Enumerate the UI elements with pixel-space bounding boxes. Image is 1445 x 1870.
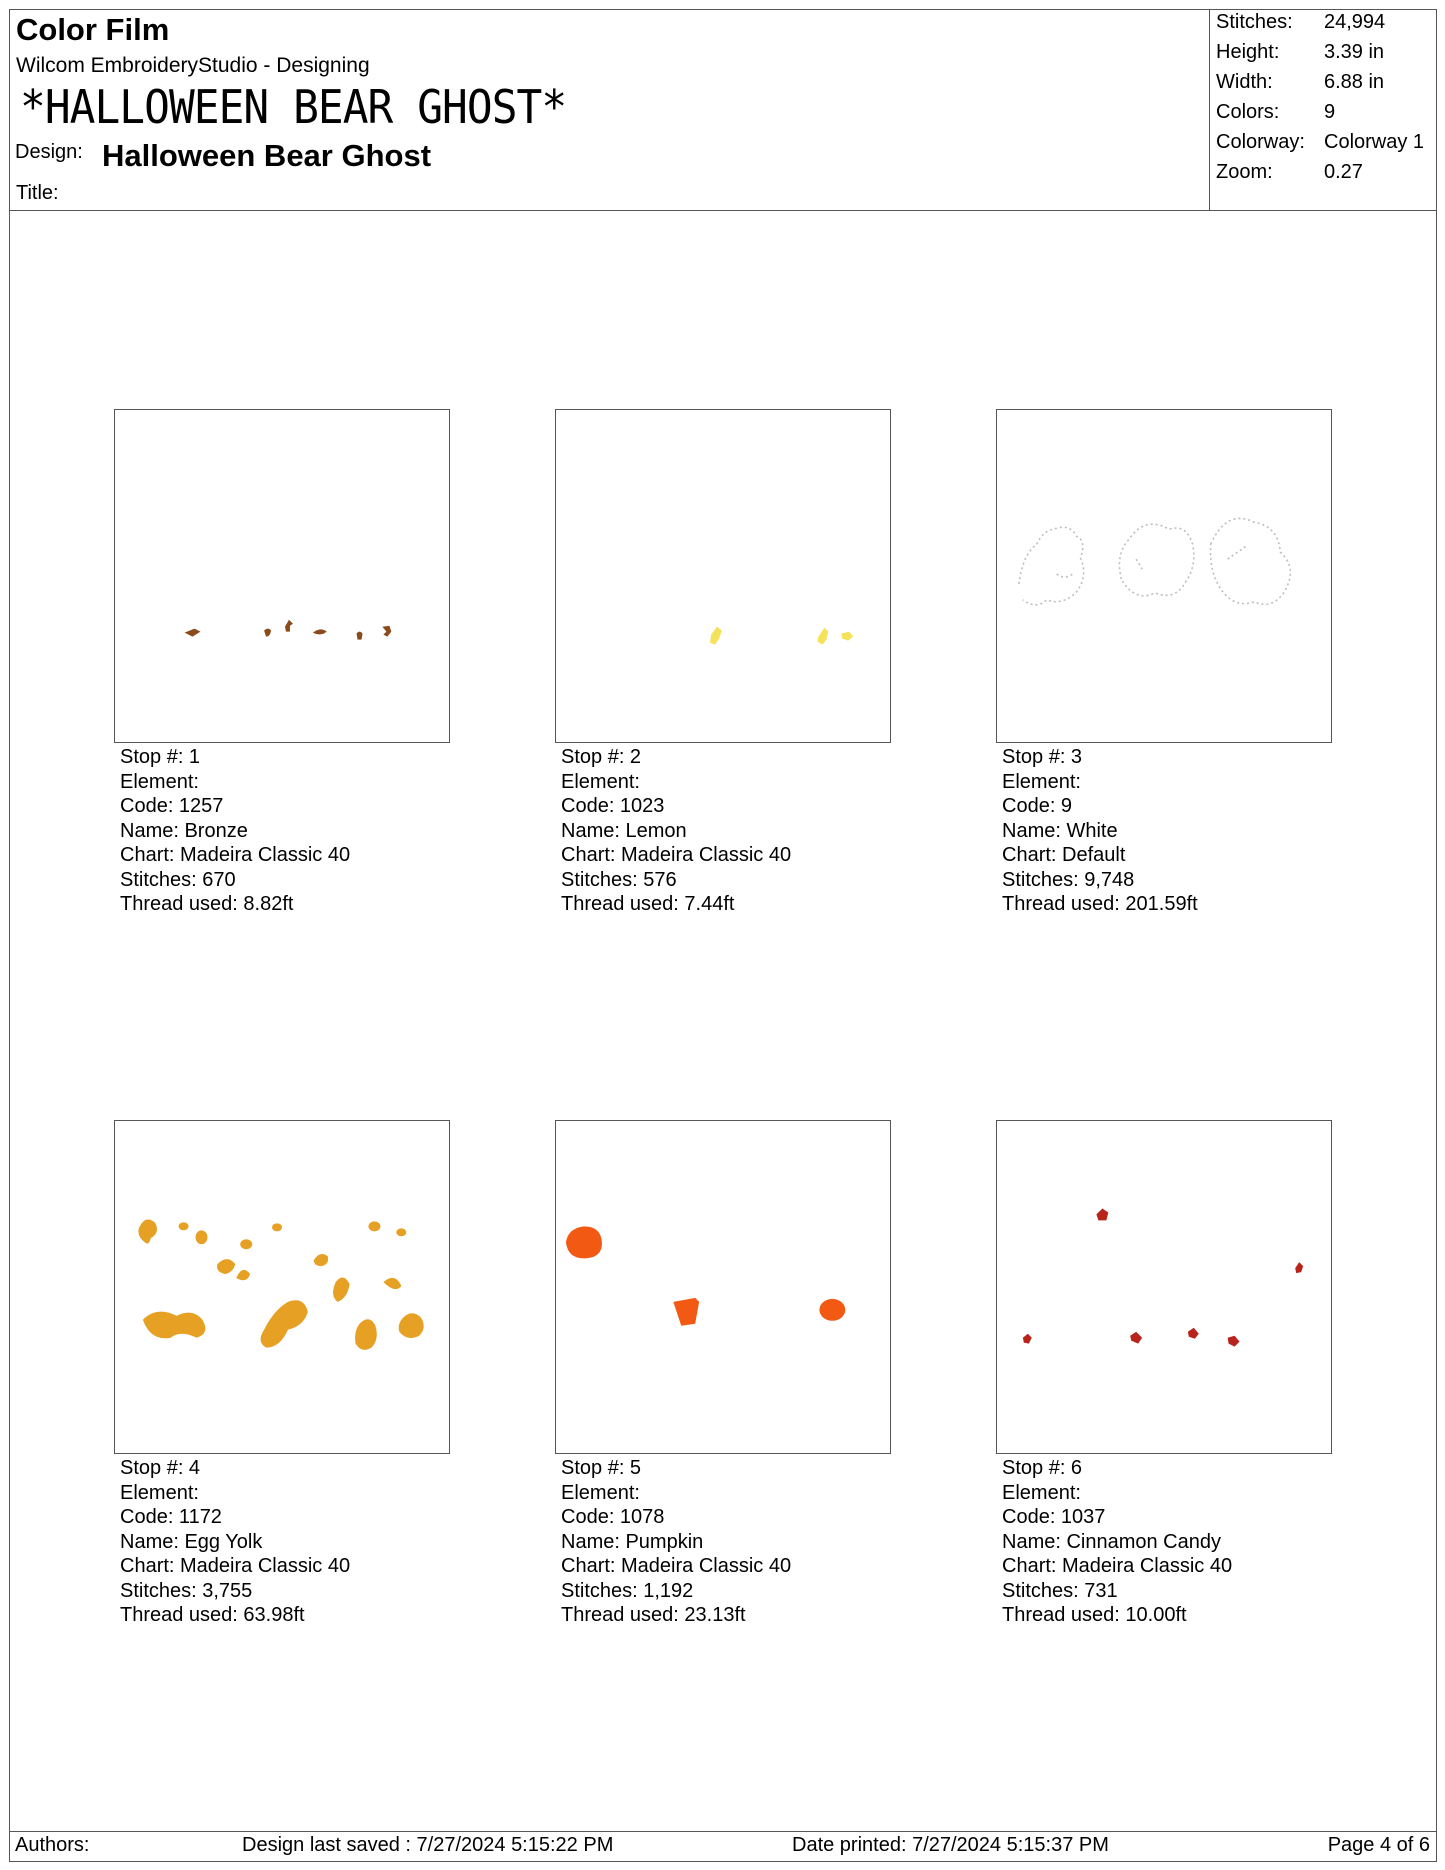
stitch-count: Stitches: 670 bbox=[120, 868, 236, 891]
thread-info: Stop #: 2 Element: Code: 1023 Name: Lemo… bbox=[555, 745, 891, 917]
thread-info: Stop #: 4 Element: Code: 1172 Name: Egg … bbox=[114, 1456, 450, 1628]
title-label: Title: bbox=[16, 182, 59, 204]
stitch-preview-image bbox=[565, 1226, 846, 1326]
thread-info: Stop #: 1 Element: Code: 1257 Name: Bron… bbox=[114, 745, 450, 917]
stat-label: Stitches: bbox=[1216, 11, 1293, 33]
stitch-preview bbox=[114, 409, 450, 743]
thread-code: Code: 1257 bbox=[120, 795, 224, 817]
thread-chart: Chart: Madeira Classic 40 bbox=[120, 1555, 351, 1577]
thread-used: Thread used: 23.13ft bbox=[561, 1604, 746, 1626]
thread-code: Code: 1023 bbox=[561, 795, 665, 817]
stitch-count: Stitches: 3,755 bbox=[120, 1579, 253, 1602]
stitch-count: Stitches: 9,748 bbox=[1002, 868, 1135, 891]
stat-value: 24,994 bbox=[1324, 11, 1386, 33]
header-left: Color Film Wilcom EmbroideryStudio - Des… bbox=[10, 10, 1209, 210]
stat-value: 3.39 in bbox=[1324, 41, 1385, 63]
thread-name: Name: White bbox=[1002, 819, 1118, 842]
stop-card-4: Stop #: 4 Element: Code: 1172 Name: Egg … bbox=[114, 1120, 450, 1628]
thread-chart: Chart: Madeira Classic 40 bbox=[561, 844, 792, 866]
stitch-preview-image bbox=[1018, 517, 1292, 606]
thread-name: Name: Egg Yolk bbox=[120, 1530, 263, 1553]
design-stats: Stitches: 24,994 Height: 3.39 in Width: … bbox=[1209, 10, 1436, 210]
stitch-count: Stitches: 576 bbox=[561, 868, 677, 891]
stitch-count: Stitches: 731 bbox=[1002, 1579, 1118, 1602]
stat-value: 0.27 bbox=[1324, 161, 1363, 183]
thread-used: Thread used: 201.59ft bbox=[1002, 893, 1198, 915]
thread-name: Name: Lemon bbox=[561, 819, 687, 842]
element: Element: bbox=[561, 1481, 640, 1504]
stop-number: Stop #: 4 bbox=[120, 1457, 201, 1479]
stitch-preview bbox=[555, 1120, 891, 1454]
design-big-name: *HALLOWEEN BEAR GHOST* bbox=[20, 80, 567, 134]
design-label: Design: bbox=[15, 141, 83, 163]
stop-number: Stop #: 3 bbox=[1002, 746, 1083, 768]
stitch-preview bbox=[114, 1120, 450, 1454]
thread-used: Thread used: 63.98ft bbox=[120, 1604, 305, 1626]
stop-card-3: Stop #: 3 Element: Code: 9 Name: White C… bbox=[996, 409, 1332, 917]
stat-value: 9 bbox=[1324, 101, 1336, 123]
stat-label: Colors: bbox=[1216, 101, 1280, 123]
stitch-preview bbox=[996, 1120, 1332, 1454]
stop-card-1: Stop #: 1 Element: Code: 1257 Name: Bron… bbox=[114, 409, 450, 917]
thread-used: Thread used: 8.82ft bbox=[120, 893, 294, 915]
design-value: Halloween Bear Ghost bbox=[102, 138, 432, 173]
stat-label: Colorway: bbox=[1216, 131, 1305, 153]
thread-chart: Chart: Madeira Classic 40 bbox=[1002, 1555, 1233, 1577]
thread-name: Name: Cinnamon Candy bbox=[1002, 1530, 1221, 1553]
thread-chart: Chart: Madeira Classic 40 bbox=[561, 1555, 792, 1577]
footer-authors: Authors: bbox=[15, 1834, 90, 1856]
thread-code: Code: 1172 bbox=[120, 1506, 222, 1528]
thread-chart: Chart: Default bbox=[1002, 844, 1126, 866]
thread-code: Code: 1078 bbox=[561, 1506, 665, 1528]
thread-used: Thread used: 7.44ft bbox=[561, 893, 735, 915]
footer-page-number: Page 4 of 6 bbox=[1327, 1834, 1430, 1856]
stop-card-2: Stop #: 2 Element: Code: 1023 Name: Lemo… bbox=[555, 409, 891, 917]
stat-label: Width: bbox=[1216, 71, 1273, 93]
element: Element: bbox=[1002, 1481, 1081, 1504]
thread-info: Stop #: 6 Element: Code: 1037 Name: Cinn… bbox=[996, 1456, 1332, 1628]
element: Element: bbox=[120, 1481, 199, 1504]
element: Element: bbox=[120, 770, 199, 793]
thread-code: Code: 9 bbox=[1002, 795, 1073, 817]
stat-value: 6.88 in bbox=[1324, 71, 1385, 93]
header: Color Film Wilcom EmbroideryStudio - Des… bbox=[10, 10, 1436, 211]
thread-chart: Chart: Madeira Classic 40 bbox=[120, 844, 351, 866]
footer: Authors: Design last saved : 7/27/2024 5… bbox=[10, 1831, 1436, 1861]
stitch-preview bbox=[555, 409, 891, 743]
stop-number: Stop #: 6 bbox=[1002, 1457, 1083, 1479]
thread-name: Name: Bronze bbox=[120, 819, 248, 842]
stop-number: Stop #: 2 bbox=[561, 746, 642, 768]
stitch-preview-image bbox=[138, 1219, 424, 1350]
stitch-count: Stitches: 1,192 bbox=[561, 1579, 694, 1602]
stat-value: Colorway 1 bbox=[1324, 131, 1425, 153]
stitch-preview-image bbox=[1022, 1208, 1304, 1347]
thread-name: Name: Pumpkin bbox=[561, 1530, 704, 1553]
stitch-preview bbox=[996, 409, 1332, 743]
stop-number: Stop #: 5 bbox=[561, 1457, 642, 1479]
color-film-sheet: Color Film Wilcom EmbroideryStudio - Des… bbox=[9, 9, 1437, 1862]
stat-label: Zoom: bbox=[1216, 161, 1273, 183]
software-name: Wilcom EmbroideryStudio - Designing bbox=[16, 54, 370, 77]
thread-info: Stop #: 5 Element: Code: 1078 Name: Pump… bbox=[555, 1456, 891, 1628]
element: Element: bbox=[1002, 770, 1081, 793]
stitch-preview-image bbox=[184, 619, 392, 640]
stop-card-6: Stop #: 6 Element: Code: 1037 Name: Cinn… bbox=[996, 1120, 1332, 1628]
stitch-preview-image bbox=[710, 626, 854, 645]
footer-date-printed: Date printed: 7/27/2024 5:15:37 PM bbox=[792, 1834, 1109, 1856]
thread-used: Thread used: 10.00ft bbox=[1002, 1604, 1187, 1626]
element: Element: bbox=[561, 770, 640, 793]
thread-code: Code: 1037 bbox=[1002, 1506, 1106, 1528]
thread-info: Stop #: 3 Element: Code: 9 Name: White C… bbox=[996, 745, 1332, 917]
stop-card-5: Stop #: 5 Element: Code: 1078 Name: Pump… bbox=[555, 1120, 891, 1628]
footer-last-saved: Design last saved : 7/27/2024 5:15:22 PM bbox=[242, 1834, 614, 1856]
stat-label: Height: bbox=[1216, 41, 1280, 63]
stop-number: Stop #: 1 bbox=[120, 746, 201, 768]
film-title: Color Film bbox=[16, 12, 170, 47]
